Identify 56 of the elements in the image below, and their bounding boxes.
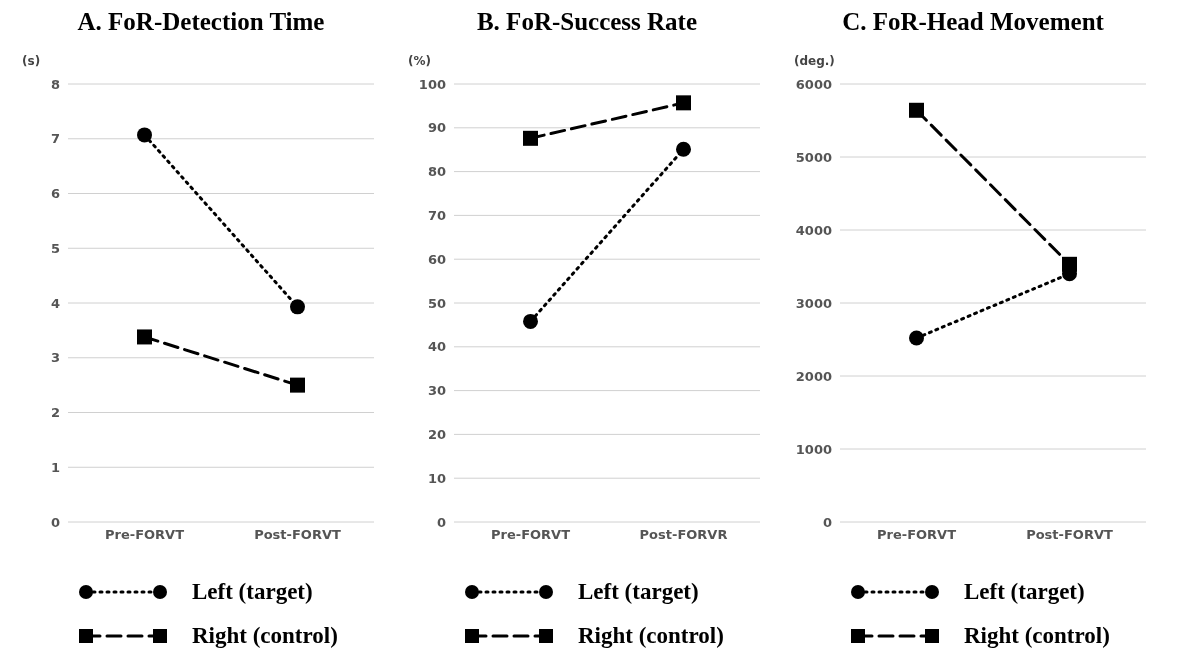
y-tick-label: 0 xyxy=(50,514,60,530)
y-axis-title: (s) xyxy=(22,54,41,68)
chart-title: B. FoR-Success Rate xyxy=(475,8,699,37)
y-tick-label: 3 xyxy=(50,350,60,366)
y-tick-label: 7 xyxy=(50,131,60,147)
point xyxy=(676,95,691,111)
y-tick-label: 0 xyxy=(822,514,832,530)
x-tick-label: Pre-FORVT xyxy=(876,527,957,543)
chart-title: A. FoR-Detection Time xyxy=(76,8,326,37)
x-tick-label: Pre-FORVT xyxy=(104,527,185,543)
point xyxy=(137,127,152,143)
x-tick-label: Pre-FORVT xyxy=(490,527,571,543)
y-tick-label: 5 xyxy=(50,240,60,256)
x-tick-label: Post-FORVT xyxy=(1026,527,1113,543)
y-tick-label: 5000 xyxy=(795,149,832,165)
y-tick-label: 20 xyxy=(427,427,446,443)
legend-label: Left (target) xyxy=(192,579,313,605)
legend-label: Right (control) xyxy=(964,623,1110,649)
y-tick-label: 1000 xyxy=(795,441,832,457)
y-tick-label: 30 xyxy=(427,383,446,399)
point xyxy=(137,329,152,345)
y-tick-label: 0 xyxy=(436,514,446,530)
y-tick-label: 2000 xyxy=(795,368,832,384)
y-tick-label: 70 xyxy=(427,208,446,224)
point xyxy=(1062,256,1077,272)
legend-label: Left (target) xyxy=(964,579,1085,605)
legend-label: Right (control) xyxy=(578,623,724,649)
legend-label: Right (control) xyxy=(192,623,338,649)
y-axis-title: (%) xyxy=(408,54,431,68)
x-tick-label: Post-FORVT xyxy=(254,527,341,543)
point xyxy=(909,330,924,346)
x-tick-label: Post-FORVR xyxy=(639,527,728,543)
chart-title: C. FoR-Head Movement xyxy=(841,8,1105,37)
y-tick-label: 50 xyxy=(427,295,446,311)
y-tick-label: 40 xyxy=(427,339,446,355)
point xyxy=(909,102,924,118)
y-tick-label: 60 xyxy=(427,251,446,267)
point xyxy=(290,377,305,393)
y-tick-label: 6 xyxy=(50,186,60,202)
y-tick-label: 6000 xyxy=(795,76,832,92)
y-tick-label: 1 xyxy=(50,459,60,475)
y-tick-label: 2 xyxy=(50,405,60,421)
y-tick-label: 10 xyxy=(427,470,446,486)
point xyxy=(290,299,305,315)
point xyxy=(676,141,691,157)
point xyxy=(523,130,538,146)
y-tick-label: 100 xyxy=(418,76,446,92)
y-tick-label: 4 xyxy=(50,295,60,311)
y-tick-label: 80 xyxy=(427,164,446,180)
point xyxy=(523,313,538,329)
y-tick-label: 3000 xyxy=(795,295,832,311)
y-tick-label: 90 xyxy=(427,120,446,136)
y-axis-title: (deg.) xyxy=(794,54,835,68)
legend-label: Left (target) xyxy=(578,579,699,605)
y-tick-label: 8 xyxy=(50,76,60,92)
y-tick-label: 4000 xyxy=(795,222,832,238)
